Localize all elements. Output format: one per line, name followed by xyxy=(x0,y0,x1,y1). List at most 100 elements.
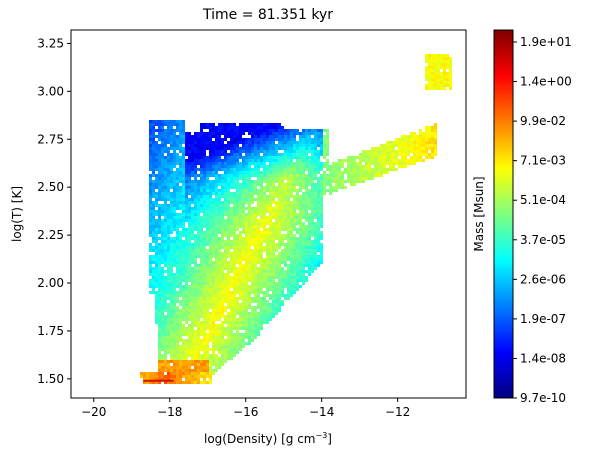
heat-cell xyxy=(161,303,164,306)
heat-cell xyxy=(200,273,203,276)
heat-cell xyxy=(185,240,188,243)
heat-cell xyxy=(248,192,251,195)
heat-cell xyxy=(434,147,437,150)
heat-cell xyxy=(263,228,266,231)
heat-cell xyxy=(209,255,212,258)
heat-cell xyxy=(257,231,260,234)
heat-cell xyxy=(272,216,275,219)
heat-cell xyxy=(161,258,164,261)
heat-cell xyxy=(413,135,416,138)
heat-cell xyxy=(215,282,218,285)
heat-cell xyxy=(443,63,446,66)
heat-cell xyxy=(164,159,167,162)
heat-cell xyxy=(215,183,218,186)
heat-cell xyxy=(239,129,242,132)
heat-cell xyxy=(215,162,218,165)
heat-cell xyxy=(293,207,296,210)
heat-cell xyxy=(260,285,263,288)
heat-cell xyxy=(224,315,227,318)
heat-cell xyxy=(167,123,170,126)
heat-cell xyxy=(254,324,257,327)
heat-cell xyxy=(338,171,341,174)
heat-cell xyxy=(212,297,215,300)
heat-cell xyxy=(194,144,197,147)
heat-cell xyxy=(356,177,359,180)
heat-cell xyxy=(395,150,398,153)
heat-cell xyxy=(260,183,263,186)
heat-cell xyxy=(179,348,182,351)
heat-cell xyxy=(191,336,194,339)
heat-cell xyxy=(239,171,242,174)
heat-cell xyxy=(290,240,293,243)
heat-cell xyxy=(206,198,209,201)
heat-cell xyxy=(194,162,197,165)
heat-cell xyxy=(218,357,221,360)
heat-cell xyxy=(329,177,332,180)
heat-cell xyxy=(251,249,254,252)
heat-cell xyxy=(185,168,188,171)
heat-cell xyxy=(152,132,155,135)
heat-cell xyxy=(230,150,233,153)
heat-cell xyxy=(257,279,260,282)
heat-cell xyxy=(155,267,158,270)
heat-cell xyxy=(266,252,269,255)
heat-cell xyxy=(227,204,230,207)
heat-cell xyxy=(230,252,233,255)
heat-cell xyxy=(263,219,266,222)
heat-cell xyxy=(350,162,353,165)
heat-cell xyxy=(164,138,167,141)
heat-cell xyxy=(245,180,248,183)
heat-cell xyxy=(206,252,209,255)
heat-cell xyxy=(293,270,296,273)
heat-cell xyxy=(317,156,320,159)
heat-cell xyxy=(260,321,263,324)
heat-cell xyxy=(212,363,215,366)
heat-cell xyxy=(251,261,254,264)
heat-cell xyxy=(317,246,320,249)
heat-cell xyxy=(359,174,362,177)
heat-cell xyxy=(185,171,188,174)
heat-cell xyxy=(239,339,242,342)
heat-cell xyxy=(167,369,170,372)
heat-cell xyxy=(233,231,236,234)
heat-cell xyxy=(305,201,308,204)
heat-cell xyxy=(278,174,281,177)
heat-cell xyxy=(215,279,218,282)
heat-cell xyxy=(224,345,227,348)
heat-cell xyxy=(185,237,188,240)
heat-cell xyxy=(311,177,314,180)
heat-cell xyxy=(245,321,248,324)
heat-cell xyxy=(359,159,362,162)
heat-cell xyxy=(257,222,260,225)
heat-cell xyxy=(233,294,236,297)
heat-cell xyxy=(161,366,164,369)
heat-cell xyxy=(434,138,437,141)
heat-cell xyxy=(245,129,248,132)
heat-cell xyxy=(248,132,251,135)
heat-cell xyxy=(218,216,221,219)
heat-cell xyxy=(161,300,164,303)
heat-cell xyxy=(248,141,251,144)
heat-cell xyxy=(182,267,185,270)
heat-cell xyxy=(221,183,224,186)
heat-cell xyxy=(179,201,182,204)
heat-cell xyxy=(251,282,254,285)
heat-cell xyxy=(152,381,155,384)
heat-cell xyxy=(239,318,242,321)
heat-cell xyxy=(200,354,203,357)
heat-cell xyxy=(293,228,296,231)
heat-cell xyxy=(239,246,242,249)
heat-cell xyxy=(404,144,407,147)
heat-cell xyxy=(302,165,305,168)
heat-cell xyxy=(230,321,233,324)
heat-cell xyxy=(263,147,266,150)
heat-cell xyxy=(290,291,293,294)
heat-cell xyxy=(206,222,209,225)
heat-cell xyxy=(206,195,209,198)
heat-cell xyxy=(386,144,389,147)
heat-cell xyxy=(152,135,155,138)
heat-cell xyxy=(152,249,155,252)
heat-cell xyxy=(227,306,230,309)
heat-cell xyxy=(182,162,185,165)
heat-cell xyxy=(317,222,320,225)
